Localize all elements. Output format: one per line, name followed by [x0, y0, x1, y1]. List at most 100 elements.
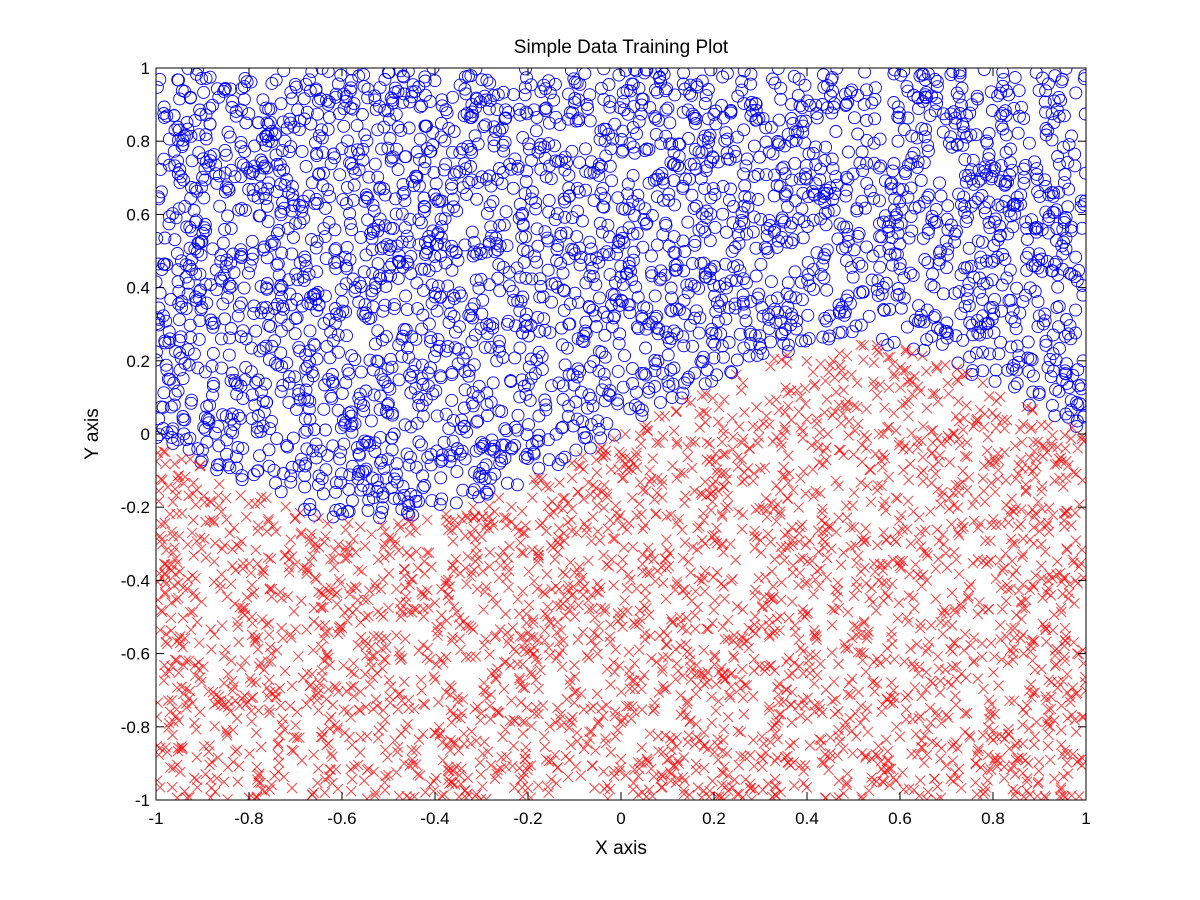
data-point-circle: [259, 192, 273, 205]
data-point-circle: [499, 205, 513, 219]
data-point-circle: [1015, 100, 1028, 114]
data-point-circle: [195, 234, 209, 248]
data-point-circle: [195, 72, 208, 85]
data-point-circle: [156, 192, 166, 206]
data-point-circle: [204, 278, 218, 292]
data-point-circle: [735, 75, 749, 88]
data-point-circle: [730, 273, 743, 287]
data-point-circle: [1032, 309, 1046, 323]
data-point-circle: [328, 256, 342, 270]
data-point-circle: [507, 293, 521, 307]
data-point-circle: [962, 241, 976, 255]
data-point-circle: [262, 353, 276, 367]
data-point-circle: [269, 127, 283, 141]
data-point-circle: [450, 204, 464, 218]
data-point-circle: [381, 141, 395, 155]
data-point-circle: [860, 240, 873, 254]
data-point-circle: [1057, 109, 1071, 123]
data-point-circle: [208, 426, 222, 440]
data-point-circle: [215, 361, 229, 375]
data-point-circle: [818, 311, 832, 325]
data-point-circle: [520, 107, 534, 121]
data-point-circle: [584, 418, 598, 432]
data-point-circle: [969, 128, 983, 142]
data-point-circle: [470, 247, 484, 261]
data-point-circle: [648, 289, 662, 303]
data-point-circle: [904, 209, 918, 223]
data-point-circle: [270, 258, 284, 272]
data-point-circle: [484, 340, 498, 354]
data-point-circle: [703, 234, 717, 248]
data-point-circle: [1004, 293, 1018, 307]
data-point-circle: [303, 84, 317, 98]
data-point-circle: [418, 235, 432, 249]
data-point-circle: [911, 155, 925, 169]
data-point-circle: [187, 347, 201, 361]
data-point-circle: [928, 104, 942, 118]
data-point-circle: [1029, 68, 1043, 79]
data-point-circle: [332, 345, 345, 359]
data-point-circle: [197, 420, 211, 434]
data-point-circle: [515, 373, 529, 387]
data-point-circle: [261, 215, 275, 229]
data-point-circle: [437, 435, 451, 449]
data-point-circle: [398, 150, 412, 164]
data-point-circle: [912, 299, 926, 313]
data-point-circle: [248, 398, 262, 412]
data-point-circle: [245, 252, 259, 266]
data-point-circle: [328, 302, 342, 315]
data-point-circle: [470, 92, 484, 106]
data-point-circle: [1075, 221, 1086, 235]
data-point-circle: [615, 231, 629, 245]
data-point-circle: [374, 242, 388, 256]
data-point-circle: [971, 174, 985, 188]
data-point-circle: [360, 191, 374, 204]
data-point-circle: [492, 258, 506, 271]
data-point-circle: [877, 302, 891, 316]
data-point-circle: [860, 156, 874, 170]
data-point-circle: [932, 257, 946, 271]
data-point-circle: [1022, 398, 1036, 412]
data-point-circle: [747, 170, 761, 183]
data-point-circle: [267, 237, 281, 251]
data-point-circle: [457, 401, 471, 415]
data-point-circle: [921, 68, 935, 81]
data-point-circle: [772, 113, 786, 127]
data-point-circle: [1077, 409, 1086, 422]
data-point-circle: [531, 145, 545, 159]
data-point-circle: [265, 124, 279, 138]
data-point-circle: [966, 153, 980, 167]
data-point-circle: [1008, 197, 1022, 211]
data-point-circle: [1074, 194, 1086, 208]
data-point-circle: [856, 285, 870, 299]
data-point-circle: [560, 341, 574, 355]
data-point-circle: [940, 248, 954, 262]
data-point-circle: [965, 98, 979, 112]
data-point-circle: [192, 146, 206, 160]
data-point-circle: [252, 209, 266, 223]
data-point-circle: [224, 256, 238, 270]
data-point-circle: [181, 122, 195, 136]
data-point-circle: [200, 435, 214, 449]
data-point-circle: [286, 188, 299, 202]
data-point-circle: [173, 346, 187, 360]
data-point-circle: [480, 386, 494, 400]
data-point-circle: [438, 212, 452, 226]
data-point-circle: [724, 274, 738, 288]
data-point-circle: [233, 411, 247, 425]
data-point-circle: [688, 311, 702, 325]
data-point-circle: [269, 356, 282, 370]
data-point-circle: [983, 301, 997, 315]
data-point-circle: [493, 219, 507, 232]
data-point-circle: [1039, 122, 1053, 135]
data-point-circle: [764, 120, 778, 134]
data-point-circle: [730, 353, 744, 367]
data-point-circle: [581, 401, 594, 415]
data-point-circle: [235, 103, 248, 117]
data-point-circle: [912, 102, 925, 116]
data-point-circle: [1006, 198, 1020, 212]
data-point-circle: [176, 410, 190, 423]
data-point-circle: [562, 168, 576, 182]
data-point-circle: [471, 137, 485, 151]
data-point-circle: [892, 111, 906, 125]
